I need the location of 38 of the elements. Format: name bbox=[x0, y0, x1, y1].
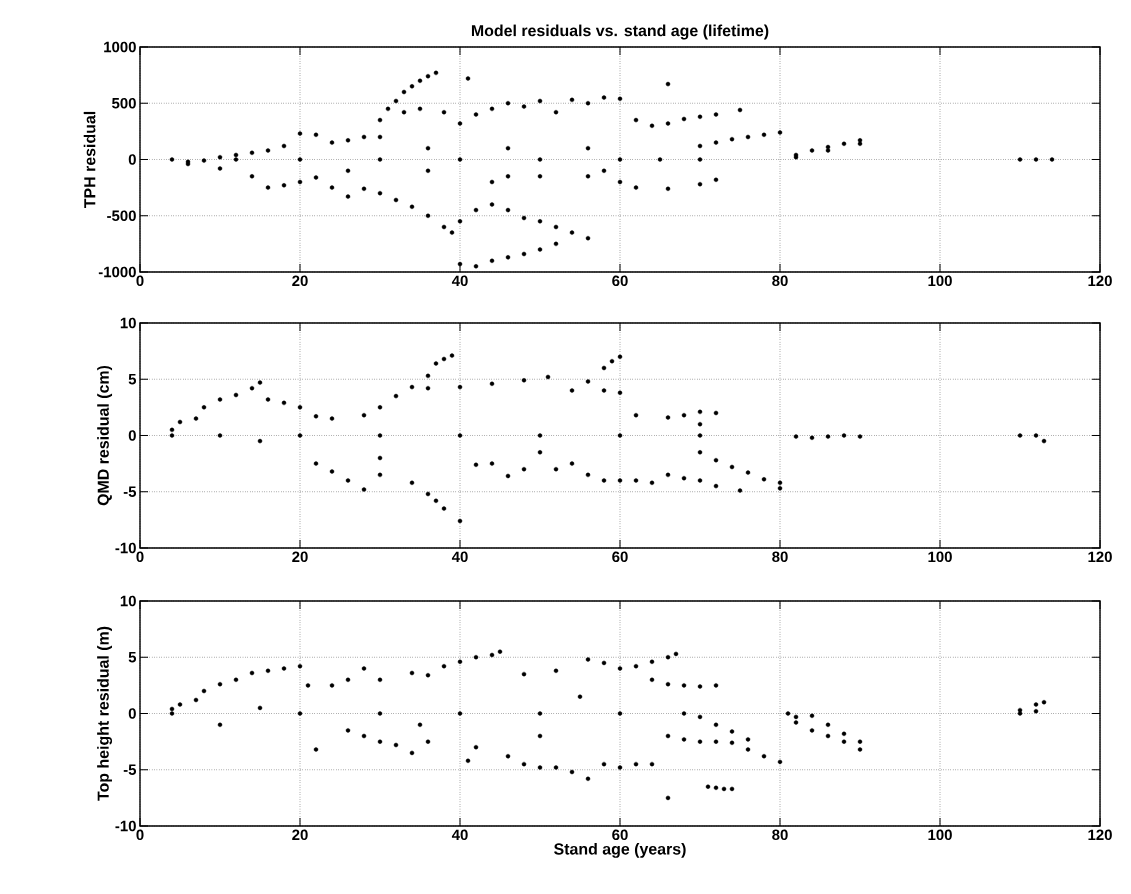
x-tick-label: 20 bbox=[292, 275, 308, 287]
y-tick-label: 5 bbox=[128, 652, 137, 663]
y-tick-label: 0 bbox=[128, 154, 136, 165]
x-tick-label: 80 bbox=[772, 275, 788, 287]
x-tick-label: 40 bbox=[451, 829, 468, 841]
y-tick-label: -1000 bbox=[98, 266, 136, 278]
x-tick-label: 60 bbox=[612, 829, 628, 841]
y-tick-label: 500 bbox=[112, 97, 136, 109]
x-tick-label: 120 bbox=[1088, 829, 1112, 841]
x-tick-label: 120 bbox=[1088, 551, 1112, 563]
y-tick-label: -10 bbox=[115, 820, 136, 832]
y-tick-label: -5 bbox=[123, 486, 137, 497]
x-tick-label: 100 bbox=[928, 275, 952, 287]
y-tick-label: 5 bbox=[128, 374, 137, 385]
chart-title: Model residuals vs. stand age (lifetime) bbox=[471, 24, 769, 40]
x-tick-label: 40 bbox=[451, 275, 468, 287]
y-tick-label: 10 bbox=[120, 595, 136, 607]
x-tick-label: 60 bbox=[612, 551, 628, 563]
x-tick-label: 60 bbox=[612, 275, 628, 287]
y-axis-title: QMD residual (cm) bbox=[97, 365, 113, 506]
y-tick-label: -10 bbox=[115, 542, 136, 554]
y-axis-title: Top height residual (m) bbox=[97, 626, 113, 801]
y-axis-title: TPH residual bbox=[83, 111, 96, 209]
x-tick-label: 100 bbox=[928, 829, 952, 841]
y-tick-label: 10 bbox=[120, 317, 136, 329]
y-tick-label: -5 bbox=[123, 764, 137, 775]
x-axis-title: Stand age (years) bbox=[554, 842, 686, 858]
x-tick-label: 20 bbox=[292, 551, 308, 563]
y-tick-label: -500 bbox=[107, 210, 136, 222]
x-tick-label: 80 bbox=[772, 551, 788, 563]
x-tick-label: 100 bbox=[928, 551, 952, 563]
y-tick-label: 0 bbox=[128, 708, 136, 719]
y-tick-label: 1000 bbox=[104, 41, 136, 53]
x-tick-label: 80 bbox=[772, 829, 788, 841]
y-tick-label: 0 bbox=[128, 430, 136, 441]
x-tick-label: 40 bbox=[451, 551, 468, 563]
x-tick-label: 120 bbox=[1088, 275, 1112, 287]
x-tick-label: 20 bbox=[292, 829, 308, 841]
